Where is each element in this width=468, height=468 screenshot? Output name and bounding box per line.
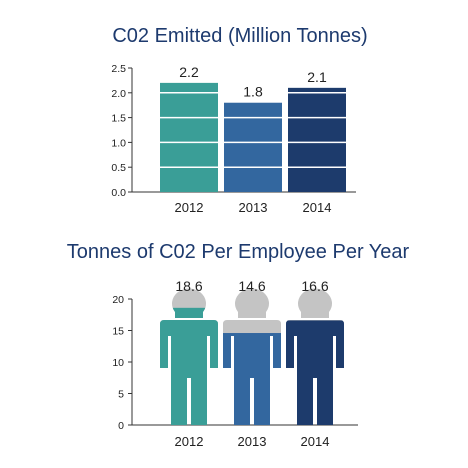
chart2-y-tick-label: 10 <box>112 357 124 369</box>
chart1-title: C02 Emitted (Million Tonnes) <box>112 25 367 47</box>
chart1-data-label: 2.1 <box>307 69 327 85</box>
chart1-y-tick-label: 1.5 <box>111 113 126 125</box>
chart1-data-label: 2.2 <box>179 64 199 80</box>
chart1-bar-2013 <box>224 102 282 192</box>
co2-emitted-chart: C02 Emitted (Million Tonnes) 0.0 0.5 1.0 1.… <box>111 25 367 215</box>
chart2-y-tick-label: 0 <box>118 420 124 432</box>
chart2-category-label: 2013 <box>238 434 267 449</box>
chart2-title: Tonnes of C02 Per Employee Per Year <box>67 241 410 263</box>
chart2-category-label: 2014 <box>301 434 330 449</box>
chart1-y-tick-label: 2.0 <box>111 88 126 100</box>
chart2-person-2012 <box>160 288 218 425</box>
chart1-y-tick-label: 0.5 <box>111 162 126 174</box>
chart2-data-label: 14.6 <box>238 278 265 294</box>
chart2-y-tick-label: 15 <box>112 326 124 338</box>
chart1-bar-2014 <box>288 87 346 192</box>
chart2-y-tick-label: 5 <box>118 389 124 401</box>
chart1-bar-2012 <box>160 82 218 192</box>
chart2-y-tick-label: 20 <box>112 294 124 306</box>
chart2-person-fill <box>223 333 281 425</box>
chart2-category-label: 2012 <box>175 434 204 449</box>
chart1-y-tick-label: 2.5 <box>111 63 126 75</box>
chart1-y-tick-label: 1.0 <box>111 137 126 149</box>
co2-per-employee-chart: Tonnes of C02 Per Employee Per Year 0 5 10… <box>67 241 410 449</box>
chart2-person-2013 <box>223 288 281 425</box>
chart2-data-label: 16.6 <box>301 278 328 294</box>
chart1-data-label: 1.8 <box>243 84 263 100</box>
chart2-person-fill <box>286 320 344 425</box>
chart1-category-label: 2014 <box>303 200 332 215</box>
chart2-person-fill <box>160 307 218 425</box>
chart1-category-label: 2012 <box>175 200 204 215</box>
chart1-category-label: 2013 <box>239 200 268 215</box>
chart2-data-label: 18.6 <box>175 278 202 294</box>
chart2-person-2014 <box>286 288 344 425</box>
chart1-y-tick-label: 0.0 <box>111 187 126 199</box>
